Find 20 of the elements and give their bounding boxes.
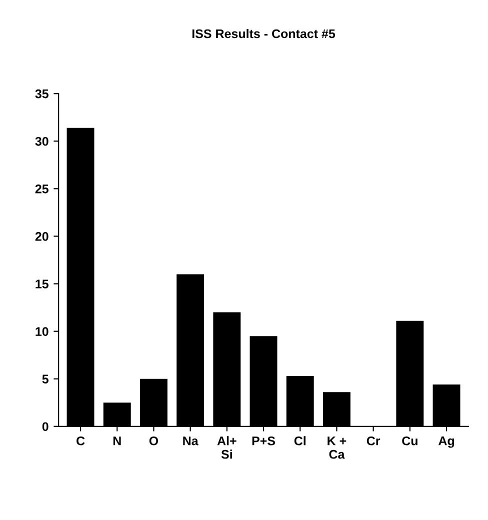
y-tick-label: 35 (35, 89, 48, 98)
x-tick-label: Cr (366, 436, 380, 446)
y-tick-label: 0 (42, 422, 48, 432)
y-tick-label: 30 (35, 136, 48, 146)
x-tick-label: Cl (294, 436, 306, 446)
x-tick-label: C (76, 436, 85, 446)
x-tick-label: K + Ca (328, 436, 346, 459)
y-tick-label: 5 (42, 374, 48, 384)
y-tick-label: 10 (36, 327, 48, 336)
x-tick-label: Al+ Si (217, 436, 236, 459)
x-tick-label: Na (183, 436, 198, 446)
x-tick-label: Ag (438, 436, 454, 448)
x-tick-label: N (113, 436, 121, 446)
y-tick-label: 20 (35, 232, 48, 241)
y-tick-label: 15 (36, 280, 48, 288)
x-tick-label: P+S (252, 436, 276, 446)
x-tick-label: Cu (402, 436, 418, 446)
x-tick-label: O (149, 436, 158, 446)
chart-title: ISS Results - Contact #5 (192, 28, 336, 38)
y-tick-label: 25 (35, 184, 48, 194)
